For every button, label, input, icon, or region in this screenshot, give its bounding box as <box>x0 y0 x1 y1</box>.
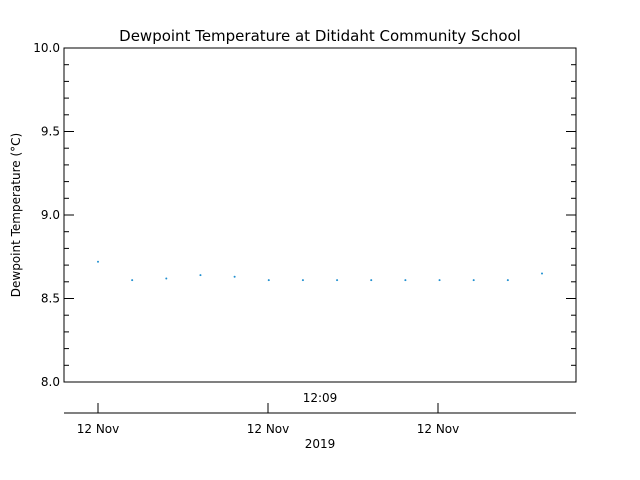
chart-title: Dewpoint Temperature at Ditidaht Communi… <box>119 27 521 45</box>
data-point <box>541 272 543 275</box>
data-point <box>301 279 304 282</box>
data-point <box>97 260 99 263</box>
data-points <box>97 260 543 282</box>
x-axis-label: 2019 <box>305 437 336 451</box>
x-tick-label: 12 Nov <box>417 422 460 436</box>
data-point <box>472 279 475 282</box>
data-point <box>438 279 441 282</box>
y-tick-label: 10.0 <box>33 41 60 55</box>
y-tick-label: 9.0 <box>41 208 60 222</box>
data-point <box>506 279 509 282</box>
x-axis-ticks <box>97 403 439 413</box>
data-point <box>404 279 407 282</box>
x-tick-label: 12 Nov <box>77 422 120 436</box>
plot-frame <box>63 47 577 383</box>
data-point <box>233 275 236 278</box>
y-axis-ticks <box>64 47 576 383</box>
data-point <box>370 279 373 282</box>
data-point <box>199 274 202 277</box>
y-axis-label: Dewpoint Temperature (°C) <box>9 133 23 297</box>
data-point <box>336 279 339 282</box>
y-axis-tick-labels: 10.0 9.5 9.0 8.5 8.0 <box>33 41 60 389</box>
x-top-time-label: 12:09 <box>303 391 338 405</box>
data-point <box>165 277 168 280</box>
y-tick-label: 9.5 <box>41 125 60 139</box>
data-point <box>131 279 134 282</box>
y-tick-label: 8.5 <box>41 292 60 306</box>
data-point <box>267 279 270 282</box>
x-axis-tick-labels: 12 Nov 12 Nov 12 Nov <box>77 422 460 436</box>
y-tick-label: 8.0 <box>41 375 60 389</box>
x-tick-label: 12 Nov <box>247 422 290 436</box>
